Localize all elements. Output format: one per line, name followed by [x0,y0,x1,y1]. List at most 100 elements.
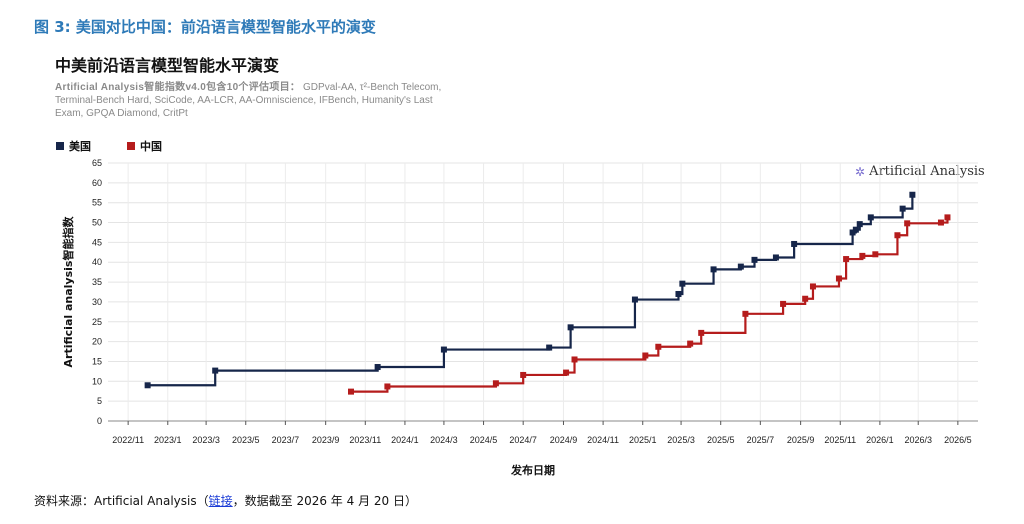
y-tick-label: 0 [97,416,102,426]
data-point-china[interactable] [563,369,570,376]
data-point-china[interactable] [780,300,787,307]
x-tick-label: 2026/3 [904,435,932,445]
chart-legend: 美国 中国 [56,138,162,154]
data-point-china[interactable] [809,283,816,290]
figure-caption: 图 3: 美国对比中国：前沿语言模型智能水平的演变 [34,18,376,36]
y-tick-label: 25 [92,317,102,327]
y-tick-label: 10 [92,376,102,386]
data-point-us[interactable] [374,364,381,371]
data-point-china[interactable] [642,352,649,359]
data-point-china[interactable] [802,295,809,302]
data-point-us[interactable] [856,221,863,228]
chart-grid [108,162,978,422]
y-tick-label: 35 [92,277,102,287]
x-tick-label: 2025/5 [707,435,735,445]
data-point-us[interactable] [631,296,638,303]
y-tick-label: 45 [92,237,102,247]
y-axis-ticks: 0 5 10 15 20 25 30 35 40 45 50 55 60 65 [92,158,102,426]
data-point-china[interactable] [687,340,694,347]
y-axis-title: Artificial analysis智能指数 [61,216,75,368]
data-point-china[interactable] [571,356,578,363]
y-tick-label: 15 [92,356,102,366]
data-point-china[interactable] [859,252,866,259]
data-point-china[interactable] [655,343,662,350]
source-link[interactable]: 链接 [208,494,233,508]
data-point-us[interactable] [849,229,856,236]
watermark: ✲ Artificial Analysis [855,164,985,179]
data-point-china[interactable] [937,219,944,226]
data-point-china[interactable] [742,310,749,317]
x-tick-label: 2024/3 [430,435,458,445]
data-point-china[interactable] [520,371,527,378]
x-tick-label: 2026/5 [944,435,972,445]
data-point-us[interactable] [737,263,744,270]
data-point-china[interactable] [348,388,355,395]
legend-label-us: 美国 [69,140,91,153]
data-point-us[interactable] [144,382,151,389]
sparkle-icon: ✲ [855,164,866,179]
legend-item-us[interactable]: 美国 [56,138,91,154]
legend-label-china: 中国 [140,140,162,153]
data-point-us[interactable] [567,324,574,331]
y-tick-label: 50 [92,218,102,228]
data-point-us[interactable] [546,344,553,351]
x-tick-label: 2022/11 [112,435,144,445]
data-point-china[interactable] [492,380,499,387]
data-point-us[interactable] [710,266,717,273]
data-point-us[interactable] [440,346,447,353]
x-tick-label: 2023/1 [154,435,182,445]
x-tick-label: 2024/9 [550,435,578,445]
data-point-us[interactable] [791,240,798,247]
data-point-us[interactable] [751,256,758,263]
x-tick-label: 2023/5 [232,435,260,445]
y-tick-label: 60 [92,178,102,188]
chart-series [144,191,951,395]
series-line-china [351,217,949,393]
series-line-us [147,194,914,387]
x-tick-label: 2023/3 [192,435,220,445]
y-tick-label: 65 [92,158,102,168]
data-point-us[interactable] [867,214,874,221]
data-point-china[interactable] [944,214,951,221]
chart-subtitle: Artificial Analysis智能指数v4.0包含10个评估项目： GD… [55,81,455,120]
x-tick-label: 2024/11 [587,435,619,445]
x-tick-label: 2025/7 [747,435,775,445]
y-tick-label: 5 [97,396,102,406]
data-point-china[interactable] [872,251,879,258]
source-suffix: ，数据截至 2026 年 4 月 20 日） [232,494,417,508]
data-point-china[interactable] [384,383,391,390]
x-tick-label: 2026/1 [866,435,894,445]
data-point-us[interactable] [909,191,916,198]
legend-swatch-china [127,142,135,150]
x-tick-label: 2025/9 [787,435,815,445]
data-point-china[interactable] [894,232,901,239]
data-point-us[interactable] [679,280,686,287]
x-axis-title: 发布日期 [510,463,555,477]
data-point-china[interactable] [904,220,911,227]
data-point-us[interactable] [899,205,906,212]
data-point-china[interactable] [835,275,842,282]
chart-subtitle-rest: GDPval-AA, τ²-Bench Telecom, Terminal-Be… [55,82,442,119]
watermark-text: Artificial Analysis [869,164,985,179]
x-tick-label: 2023/7 [272,435,300,445]
data-point-us[interactable] [675,290,682,297]
y-tick-label: 20 [92,337,102,347]
data-point-china[interactable] [843,256,850,263]
x-tick-label: 2024/7 [509,435,537,445]
legend-item-china[interactable]: 中国 [127,138,162,154]
y-tick-label: 40 [92,257,102,267]
data-point-us[interactable] [772,254,779,261]
data-point-china[interactable] [698,329,705,336]
data-point-us[interactable] [212,367,219,374]
chart-subtitle-lead: Artificial Analysis智能指数v4.0包含10个评估项目： [55,82,301,93]
legend-swatch-us [56,142,64,150]
x-axis-ticks: 2022/11 2023/1 2023/3 2023/5 2023/7 2023/9 202… [112,421,972,445]
y-tick-label: 30 [92,297,102,307]
x-tick-label: 2024/5 [470,435,498,445]
data-point-us[interactable] [852,226,859,233]
source-note: 资料来源：Artificial Analysis（链接，数据截至 2026 年 … [34,492,417,509]
x-tick-label: 2024/1 [391,435,419,445]
source-prefix: 资料来源：Artificial Analysis（ [34,494,209,508]
x-tick-label: 2025/3 [667,435,695,445]
